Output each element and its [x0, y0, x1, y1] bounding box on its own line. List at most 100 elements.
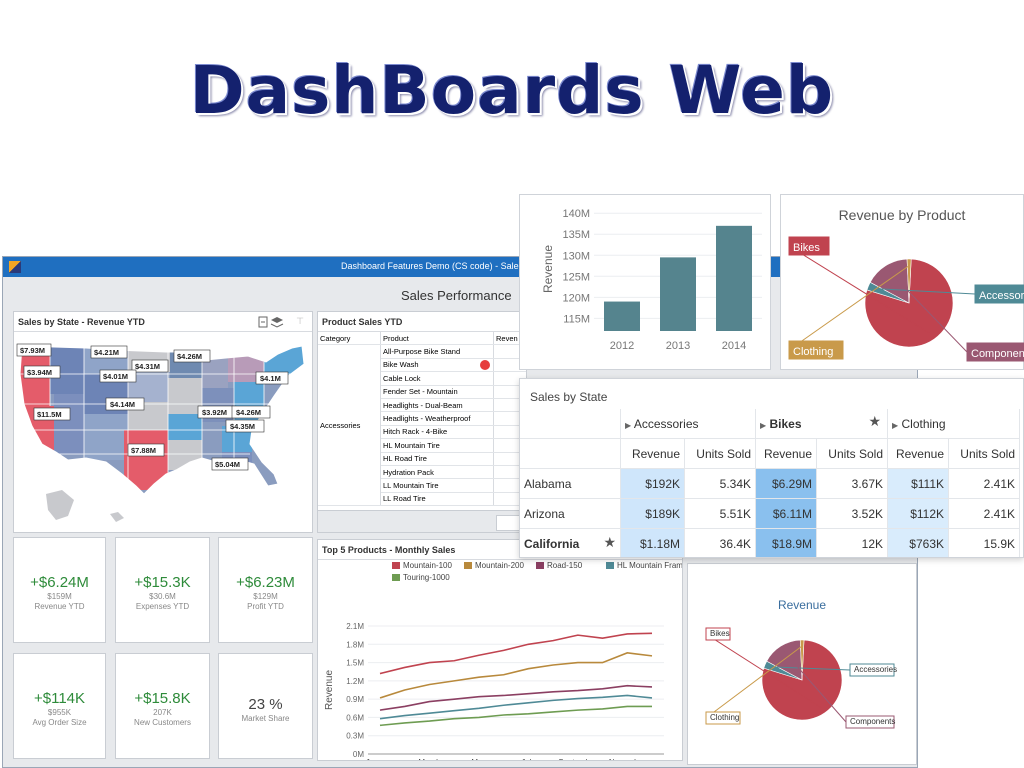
pivot-group-clothing[interactable]: ▶ Clothing — [887, 409, 1020, 439]
pie-leader-line — [874, 288, 976, 295]
app-logo-icon — [9, 261, 21, 273]
y-tick-label: 0.3M — [346, 732, 364, 741]
y-tick-label: 1.8M — [346, 640, 364, 649]
pie-leader-line — [705, 633, 822, 709]
state-name: Alabama — [520, 468, 621, 499]
bar-2012[interactable] — [604, 301, 640, 331]
column-header-product[interactable]: Product — [380, 332, 494, 346]
pie-label: Components — [850, 717, 895, 726]
hawaii-shape[interactable] — [110, 512, 124, 522]
table-row[interactable]: Bike Wash — [318, 358, 526, 373]
pie-label-box — [788, 340, 844, 360]
line-chart-card: Top 5 Products - Monthly Sales Mountain-… — [317, 539, 683, 761]
y-tick-label: 120M — [562, 292, 590, 304]
export-icon[interactable] — [258, 316, 268, 328]
clear-filter-icon[interactable]: ⊤ — [296, 316, 304, 326]
series-line-touring-1000[interactable] — [379, 705, 652, 727]
table-row[interactable]: Accessories All-Purpose Bike Stand — [318, 344, 526, 507]
kpi-card-new-customers[interactable]: +$15.8K 207K New Customers — [115, 653, 210, 759]
top-pie-panel: Revenue by Product Bikes Accessories Compo… — [780, 194, 1024, 370]
table-row[interactable]: Cable Lock — [318, 371, 526, 386]
kpi-label: Avg Order Size — [32, 718, 87, 727]
pie-label: Clothing — [793, 346, 833, 358]
kpi-value: +$6.23M — [236, 574, 295, 591]
table-row[interactable]: Headlights - Dual-Beam — [318, 398, 526, 413]
bar-2014[interactable] — [716, 225, 752, 331]
us-map[interactable]: $7.93M $4.21M $4.26M $3.94M $4.31M $4.01… — [16, 334, 310, 530]
pie-slice-clothing[interactable] — [906, 258, 912, 304]
pivot-group-bikes[interactable]: ▶ Bikes ★ — [755, 409, 888, 439]
legend-label: Mountain-200 — [475, 561, 524, 570]
pivot-group-accessories[interactable]: ▶ Accessories — [620, 409, 756, 439]
kpi-value: +$114K — [33, 690, 86, 707]
y-tick-label: 0.9M — [346, 695, 364, 704]
layers-icon[interactable] — [270, 317, 284, 328]
map-label: $4.14M — [110, 400, 135, 409]
table-row[interactable]: Headlights - Weatherproof — [318, 411, 526, 426]
map-label: $4.01M — [103, 372, 128, 381]
map-label: $11.5M — [37, 410, 62, 419]
metric-header[interactable]: Units Sold — [816, 438, 888, 469]
line-chart-title: Top 5 Products - Monthly Sales — [318, 540, 682, 560]
card-toolbar — [258, 316, 284, 328]
table-row[interactable]: Fender Set - Mountain — [318, 385, 526, 399]
pie-label-box — [705, 627, 731, 641]
bar-2013[interactable] — [660, 257, 696, 331]
series-line-road-150[interactable] — [379, 684, 653, 711]
pivot-row-alabama[interactable]: Alabama $192K 5.34K $6.29M 3.67K $111K 2… — [520, 468, 1020, 499]
y-tick-label: 0.6M — [346, 713, 364, 722]
series-line-mountain-100[interactable] — [379, 632, 653, 675]
map-value-labels: $7.93M $4.21M $4.26M $3.94M $4.31M $4.01… — [16, 343, 289, 471]
pie-slice-clothing[interactable] — [799, 639, 805, 681]
column-header-category[interactable]: Category — [318, 332, 381, 346]
star-icon[interactable]: ★ — [868, 413, 881, 429]
alaska-shape[interactable] — [46, 490, 74, 520]
kpi-label: New Customers — [134, 718, 191, 727]
pie-slice-components[interactable] — [869, 258, 910, 304]
kpi-card-avg-order[interactable]: +$114K $955K Avg Order Size — [13, 653, 106, 759]
metric-header[interactable]: Units Sold — [948, 438, 1020, 469]
pivot-row-arizona[interactable]: Arizona $189K 5.51K $6.11M 3.52K $112K 2… — [520, 498, 1020, 529]
bottom-pie-chart[interactable]: Bikes Accessories Components Clothing — [688, 614, 918, 764]
y-axis-title: Revenue — [541, 245, 555, 293]
pivot-cell: 15.9K — [948, 528, 1020, 557]
kpi-label: Revenue YTD — [34, 602, 85, 611]
pivot-cell: $192K — [620, 468, 685, 499]
pivot-cell: 36.4K — [684, 528, 756, 557]
dashboard-title: Sales Performance — [401, 288, 512, 303]
star-icon[interactable]: ★ — [603, 534, 616, 550]
table-row[interactable]: Hitch Rack - 4-Bike — [318, 425, 526, 440]
pie-leader-line — [770, 666, 851, 671]
y-tick-label: 130M — [562, 250, 590, 262]
revenue-cell — [493, 371, 526, 386]
window-title: Dashboard Features Demo (CS code) - Sale… — [341, 261, 548, 271]
pie-label: Accessories — [979, 290, 1024, 302]
kpi-value: 23 % — [248, 696, 283, 713]
column-header-revenue[interactable]: Reven — [493, 332, 526, 346]
product-cell: Headlights - Weatherproof — [380, 411, 494, 426]
table-row[interactable]: LL Mountain Tire — [318, 478, 526, 493]
revenue-cell — [493, 411, 526, 426]
top-pie-chart[interactable]: Bikes Accessories Components Clothing — [781, 225, 1024, 371]
bar-chart[interactable]: 140M 135M 130M 125M 120M 115M Revenue 2012 2013 2… — [520, 195, 770, 369]
metric-header[interactable]: Revenue — [887, 438, 949, 469]
table-row[interactable]: HL Mountain Tire — [318, 438, 526, 453]
product-cell: LL Mountain Tire — [380, 478, 494, 493]
series-line-mountain-200[interactable] — [379, 652, 653, 699]
table-row[interactable]: HL Road Tire — [318, 452, 526, 466]
page-size-input[interactable] — [496, 515, 526, 531]
line-chart[interactable]: Mountain-100 Mountain-200 Road-150 HL Mount… — [318, 560, 682, 760]
kpi-card-profit[interactable]: +$6.23M $129M Profit YTD — [218, 537, 313, 643]
pivot-row-california[interactable]: California ★ $1.18M 36.4K $18.9M 12K $763… — [520, 528, 1020, 557]
kpi-card-market-share[interactable]: 23 % Market Share — [218, 653, 313, 759]
y-tick-label: 140M — [562, 208, 590, 220]
series-line-hl-mountain-frame[interactable] — [379, 694, 653, 720]
x-tick-label: November — [609, 758, 646, 760]
table-row[interactable]: Hydration Pack — [318, 465, 526, 480]
kpi-card-expenses[interactable]: +$15.3K $30.6M Expenses YTD — [115, 537, 210, 643]
metric-header[interactable]: Revenue — [620, 438, 685, 469]
table-row[interactable]: LL Road Tire — [318, 492, 526, 507]
metric-header[interactable]: Revenue — [755, 438, 817, 469]
kpi-card-revenue[interactable]: +$6.24M $159M Revenue YTD — [13, 537, 106, 643]
metric-header[interactable]: Units Sold — [684, 438, 756, 469]
